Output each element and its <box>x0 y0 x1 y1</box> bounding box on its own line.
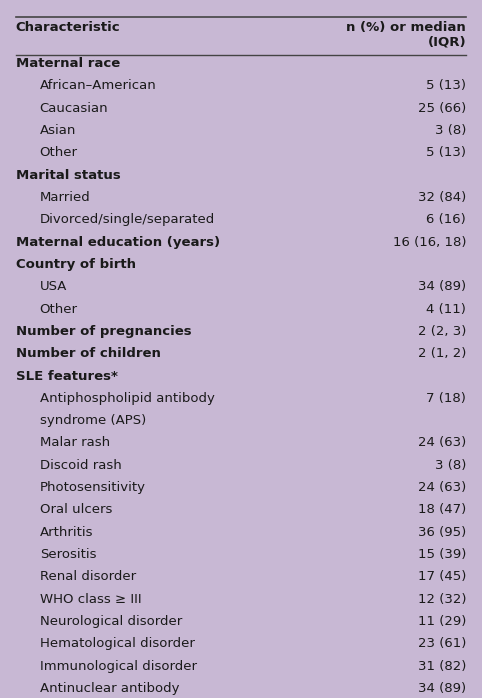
Text: SLE features*: SLE features* <box>16 369 118 383</box>
Text: Discoid rash: Discoid rash <box>40 459 121 472</box>
Text: Serositis: Serositis <box>40 548 96 561</box>
Text: 36 (95): 36 (95) <box>418 526 466 539</box>
Text: Photosensitivity: Photosensitivity <box>40 481 146 494</box>
Text: 32 (84): 32 (84) <box>418 191 466 204</box>
Text: 34 (89): 34 (89) <box>418 281 466 293</box>
Text: Renal disorder: Renal disorder <box>40 570 136 584</box>
Text: 18 (47): 18 (47) <box>418 503 466 517</box>
Text: Neurological disorder: Neurological disorder <box>40 615 182 628</box>
Text: Other: Other <box>40 302 78 315</box>
Text: Married: Married <box>40 191 91 204</box>
Text: Number of pregnancies: Number of pregnancies <box>16 325 191 338</box>
Text: 2 (2, 3): 2 (2, 3) <box>418 325 466 338</box>
Text: Country of birth: Country of birth <box>16 258 136 271</box>
Text: 34 (89): 34 (89) <box>418 682 466 695</box>
Text: 17 (45): 17 (45) <box>418 570 466 584</box>
Text: Arthritis: Arthritis <box>40 526 93 539</box>
Text: Asian: Asian <box>40 124 76 137</box>
Text: 12 (32): 12 (32) <box>418 593 466 606</box>
Text: Divorced/single/separated: Divorced/single/separated <box>40 214 215 226</box>
Text: African–American: African–American <box>40 80 157 92</box>
Text: Other: Other <box>40 147 78 159</box>
Text: 24 (63): 24 (63) <box>418 481 466 494</box>
Text: Characteristic: Characteristic <box>16 20 120 34</box>
Text: syndrome (APS): syndrome (APS) <box>40 414 146 427</box>
Text: 5 (13): 5 (13) <box>426 147 466 159</box>
Text: Hematological disorder: Hematological disorder <box>40 637 195 651</box>
Text: Antinuclear antibody: Antinuclear antibody <box>40 682 179 695</box>
Text: 4 (11): 4 (11) <box>427 302 466 315</box>
Text: Maternal race: Maternal race <box>16 57 120 70</box>
Text: 25 (66): 25 (66) <box>418 102 466 114</box>
Text: 3 (8): 3 (8) <box>435 124 466 137</box>
Text: Maternal education (years): Maternal education (years) <box>16 236 220 248</box>
Text: 5 (13): 5 (13) <box>426 80 466 92</box>
Text: 23 (61): 23 (61) <box>418 637 466 651</box>
Text: 6 (16): 6 (16) <box>427 214 466 226</box>
Text: Number of children: Number of children <box>16 347 161 360</box>
Text: Antiphospholipid antibody: Antiphospholipid antibody <box>40 392 214 405</box>
Text: Malar rash: Malar rash <box>40 436 110 450</box>
Text: USA: USA <box>40 281 67 293</box>
Text: 2 (1, 2): 2 (1, 2) <box>418 347 466 360</box>
Text: Immunological disorder: Immunological disorder <box>40 660 197 673</box>
Text: Caucasian: Caucasian <box>40 102 108 114</box>
Text: Marital status: Marital status <box>16 169 120 181</box>
Text: Oral ulcers: Oral ulcers <box>40 503 112 517</box>
Text: 3 (8): 3 (8) <box>435 459 466 472</box>
Text: 24 (63): 24 (63) <box>418 436 466 450</box>
Text: n (%) or median
(IQR): n (%) or median (IQR) <box>347 20 466 49</box>
Text: 16 (16, 18): 16 (16, 18) <box>393 236 466 248</box>
Text: 31 (82): 31 (82) <box>418 660 466 673</box>
Text: 7 (18): 7 (18) <box>427 392 466 405</box>
Text: 15 (39): 15 (39) <box>418 548 466 561</box>
Text: WHO class ≥ III: WHO class ≥ III <box>40 593 141 606</box>
Text: 11 (29): 11 (29) <box>418 615 466 628</box>
